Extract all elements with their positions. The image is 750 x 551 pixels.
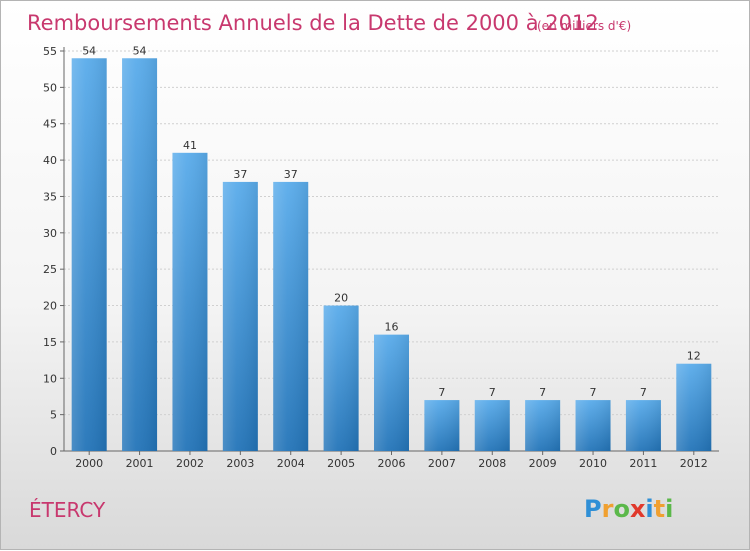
y-tick-label: 25	[43, 263, 57, 276]
data-label: 7	[438, 386, 445, 399]
data-label: 37	[284, 168, 298, 181]
y-tick-label: 15	[43, 336, 57, 349]
data-label: 37	[233, 168, 247, 181]
x-tick-label: 2007	[428, 457, 456, 470]
logo-letter: i	[645, 495, 653, 523]
x-tick-label: 2012	[680, 457, 708, 470]
chart-title: Remboursements Annuels de la Dette de 20…	[27, 11, 599, 35]
data-label: 54	[133, 44, 147, 57]
bar-shine	[122, 58, 158, 451]
commune-name: ÉTERCY	[29, 498, 106, 522]
bar-shine	[222, 181, 258, 451]
data-label: 7	[590, 386, 597, 399]
proxiti-logo: Proxiti	[584, 495, 673, 523]
bars	[71, 58, 712, 451]
bar-shine	[323, 305, 359, 451]
y-tick-label: 5	[50, 409, 57, 422]
logo-letter: P	[584, 495, 602, 523]
x-tick-label: 2010	[579, 457, 607, 470]
bar-shine	[172, 152, 208, 451]
logo-letter: x	[630, 495, 646, 523]
data-label: 41	[183, 139, 197, 152]
data-label: 20	[334, 292, 348, 305]
y-tick-label: 55	[43, 45, 57, 58]
chart-subtitle: (en milliers d'€)	[537, 19, 631, 33]
bar-shine	[474, 400, 510, 451]
data-label: 7	[640, 386, 647, 399]
data-labels: 54 54 41 37 37 20 16 7 7 7 7 7 12	[82, 44, 701, 399]
y-tick-label: 50	[43, 81, 57, 94]
y-tick-label: 10	[43, 372, 57, 385]
x-tick-label: 2005	[327, 457, 355, 470]
bar-shine	[625, 400, 661, 451]
x-tick-label: 2008	[478, 457, 506, 470]
y-tick-label: 45	[43, 118, 57, 131]
logo-letter: i	[665, 495, 673, 523]
logo-letter: r	[602, 495, 614, 523]
x-tick-label: 2009	[529, 457, 557, 470]
bar-shine	[525, 400, 561, 451]
data-label: 54	[82, 44, 96, 57]
bar-shine	[71, 58, 107, 451]
x-tick-label: 2000	[75, 457, 103, 470]
x-tick-label: 2011	[629, 457, 657, 470]
y-tick-label: 20	[43, 300, 57, 313]
data-label: 7	[539, 386, 546, 399]
x-tick-label: 2002	[176, 457, 204, 470]
bar-shine	[374, 334, 409, 451]
y-tick-label: 40	[43, 154, 57, 167]
x-tick-label: 2003	[226, 457, 254, 470]
y-tick-label: 35	[43, 190, 57, 203]
bar-shine	[273, 181, 309, 451]
x-tick-label: 2004	[277, 457, 305, 470]
logo-letter: t	[654, 495, 665, 523]
bar-shine	[676, 363, 712, 451]
data-label: 16	[385, 321, 399, 334]
y-tick-label: 0	[50, 445, 57, 458]
data-label: 7	[489, 386, 496, 399]
data-label: 12	[687, 350, 701, 363]
logo-letter: o	[613, 495, 630, 523]
x-tick-label: 2001	[126, 457, 154, 470]
y-tick-label: 30	[43, 227, 57, 240]
x-tick-label: 2006	[378, 457, 406, 470]
bar-shine	[424, 400, 460, 451]
bar-shine	[575, 400, 611, 451]
